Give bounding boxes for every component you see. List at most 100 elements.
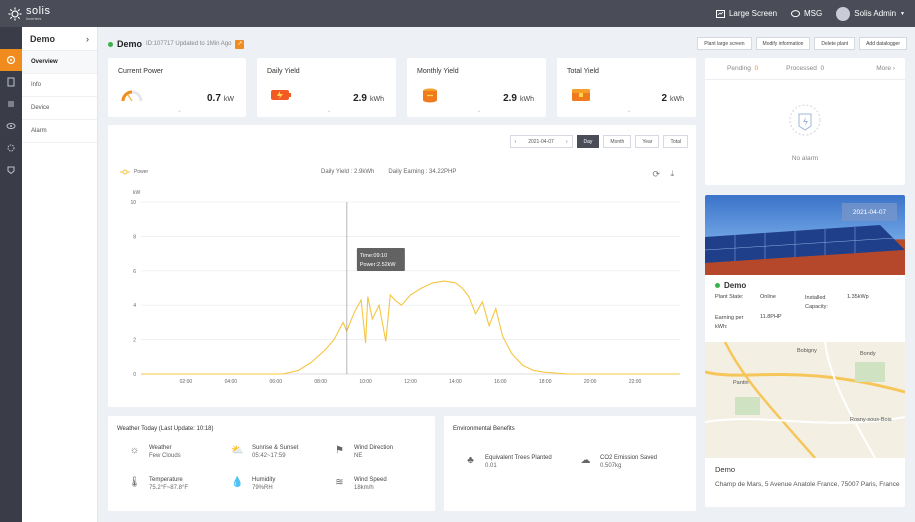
large-screen-button[interactable]: Large Screen [715,9,777,18]
plant-id: ID:107717 [146,41,174,47]
plant-card-name: Demo [724,281,747,290]
weather-value: 18km/h [354,485,374,491]
home-icon[interactable] [0,49,22,71]
tab-pending[interactable]: Pending 0 [727,65,758,72]
y-tick-label: 8 [133,234,136,240]
subnav-item-alarm[interactable]: Alarm [22,120,97,143]
subnav-item-overview[interactable]: Overview [22,51,97,74]
weather-value: NE [354,453,363,459]
kpi-daily-yield[interactable]: Daily Yield 2.9 kWh ⌄ [257,58,396,117]
tab-processed[interactable]: Processed 0 [786,65,824,72]
weather-item: ⚑ Wind Direction NE [333,444,393,460]
message-icon [791,9,801,17]
eye-icon[interactable] [0,115,22,137]
refresh-icon[interactable]: ⟳ [652,169,660,179]
weather-label: Wind Speed [354,477,387,483]
more-link[interactable]: More › [876,65,895,72]
alarm-card: Pending 0 Processed 0 More › No alarm [705,58,905,185]
msg-label: MSG [804,9,823,18]
plant-icon[interactable] [0,71,22,93]
range-month-button[interactable]: Month [603,135,632,148]
kpi-title: Total Yield [567,68,599,75]
y-tick-label: 0 [133,372,136,378]
next-date-icon[interactable]: › [565,138,568,145]
plant-large-screen-button[interactable]: Plant large screen [697,37,752,50]
chevron-right-icon: › [86,33,89,44]
map-label: Rosny-sous-Bois [850,417,892,423]
thermometer-icon: 🌡 [128,477,141,488]
x-tick-label: 06:00 [269,379,282,385]
x-tick-label: 12:00 [404,379,417,385]
map-title: Demo [715,465,736,474]
y-tick-label: 10 [130,200,136,206]
range-day-button[interactable]: Day [576,135,600,148]
kpi-unit: kWh [370,96,384,103]
plant-info-card: 2021-04-07 Demo Plant State: Online Inst… [705,195,905,507]
power-chart-card: ‹ 2021-04-07 › Day Month Year Total Powe… [108,125,696,407]
weather-item: ≋ Wind Speed 18km/h [333,476,387,492]
no-alarm-icon [789,104,821,136]
more-label: More [876,65,892,72]
subnav-title: Demo [30,33,56,44]
x-tick-label: 20:00 [584,379,597,385]
pending-label: Pending [727,65,751,72]
x-tick-label: 18:00 [539,379,552,385]
modify-information-button[interactable]: Modify information [755,37,811,50]
chart-legend[interactable]: Power [120,169,148,175]
range-year-button[interactable]: Year [635,135,660,148]
subnav-item-info[interactable]: Info [22,74,97,97]
coin-stack-icon [423,88,437,103]
report-icon[interactable] [0,93,22,115]
battery-icon [271,90,291,100]
weather-item: ⛅ Sunrise & Sunset 05:42~17:59 [231,444,298,460]
msg-button[interactable]: MSG [791,9,822,18]
location-map[interactable]: Bobigny Bondy Pantin Rosny-sous-Bois [705,341,905,459]
tooltip-time: Time:09:10 [360,253,387,259]
chart-tooltip: Time:09:10 Power:2.52kW [356,248,405,271]
subnav-item-device[interactable]: Device [22,97,97,120]
wind-direction-icon: ⚑ [335,445,344,456]
chevron-down-icon: ⌄ [326,108,332,114]
kpi-monthly-yield[interactable]: Monthly Yield 2.9 kWh ⌄ [407,58,546,117]
device-icon[interactable] [0,137,22,159]
plant-name: Demo [117,39,143,49]
weather-label: Humidity [252,477,276,483]
legend-line-icon [120,169,130,175]
x-tick-label: 04:00 [225,379,238,385]
env-label: CO2 Emission Saved [600,455,658,461]
updated-text: Updated to 1Min Ago [175,41,232,47]
pending-count: 0 [754,65,759,72]
x-tick-label: 10:00 [359,379,372,385]
sunrise-icon: ⛅ [231,445,244,456]
kpi-current-power[interactable]: Current Power 0.7 kW ⌄ [108,58,246,117]
power-line-chart[interactable]: 0 2 4 6 8 10 02:00 04:00 06:00 08:00 10:00 12:00 14… [108,125,696,407]
kpi-unit: kWh [670,96,684,103]
kpi-total-yield[interactable]: Total Yield 2 kWh ⌄ [557,58,696,117]
alarm-icon[interactable] [0,159,22,181]
subnav-header[interactable]: Demo › [22,27,97,51]
y-tick-label: 4 [133,303,136,309]
processed-label: Processed [786,65,817,72]
delete-plant-button[interactable]: Delete plant [814,37,856,50]
date-picker[interactable]: ‹ 2021-04-07 › [509,135,573,148]
chevron-down-icon: ⌄ [177,108,183,114]
kpi-title: Daily Yield [267,68,300,75]
series-line-power [141,280,680,375]
top-bar: solis inverters Large Screen MSG Solis A… [0,0,915,27]
prev-date-icon[interactable]: ‹ [514,138,517,145]
add-datalogger-button[interactable]: Add datalogger [859,37,907,50]
earning-label: Earning per kWh: [715,315,744,330]
solis-logo[interactable]: solis inverters [8,5,51,21]
weather-card: Weather Today (Last Update: 10:18) ☼ Wea… [108,416,435,511]
weather-item: 🌡 Temperature 75.2°F~87.8°F [128,476,188,492]
y-axis-unit: kW [133,190,141,196]
download-icon[interactable]: ⤓ [670,169,674,178]
user-menu[interactable]: Solis Admin ▼ [836,6,905,21]
share-icon[interactable]: ↗ [235,39,245,49]
kpi-title: Monthly Yield [417,68,459,75]
weather-value: 79%RH [252,485,273,491]
weather-item: ☼ Weather Few Clouds [128,444,181,460]
treasure-icon [572,89,590,101]
range-total-button[interactable]: Total [663,135,688,148]
avatar [836,6,851,21]
